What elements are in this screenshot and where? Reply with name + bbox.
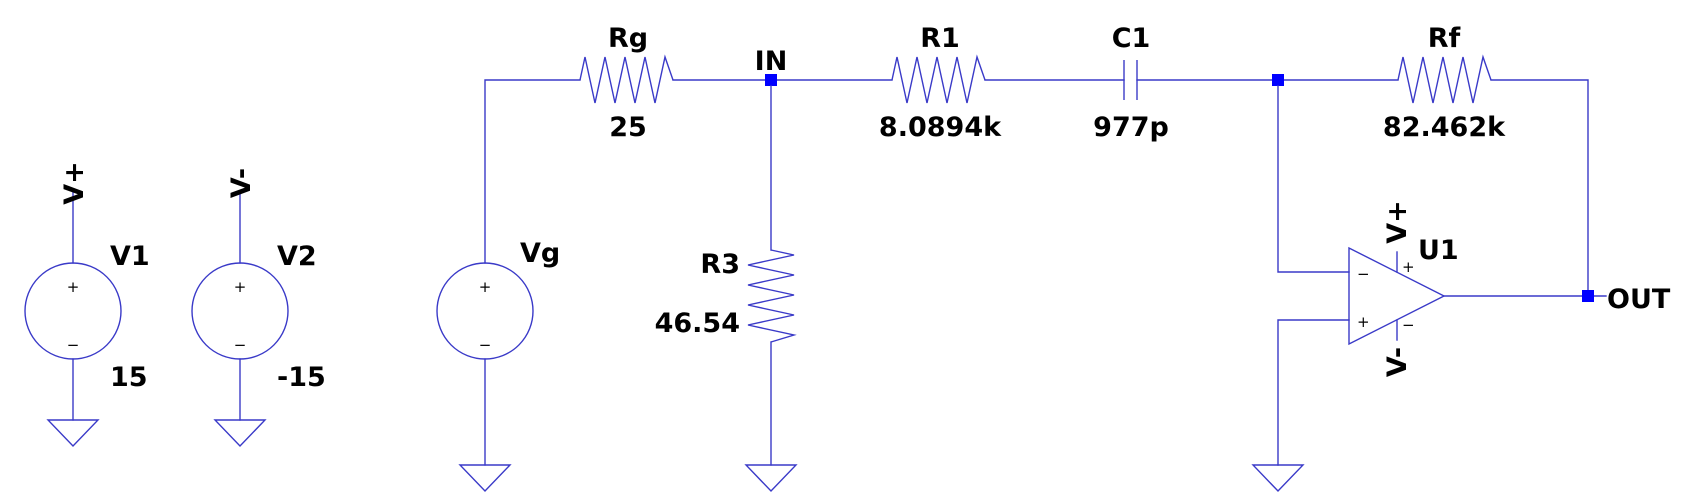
source-vg-name: Vg [520,238,560,269]
resistor-r3-name: R3 [700,249,740,280]
resistor-r1-value: 8.0894k [879,112,1002,143]
source-v2-name: V2 [277,241,317,272]
resistor-r3[interactable] [747,85,797,466]
opamp-u1[interactable]: − + + − [1348,246,1446,346]
source-vg-minus: − [479,336,492,354]
resistor-r1-name: R1 [920,23,960,54]
junction-out[interactable] [1582,290,1594,302]
resistor-rf-name: Rf [1428,23,1461,54]
source-v1[interactable]: + − [24,191,122,421]
net-label-vplus-v1: V+ [59,161,90,205]
resistor-rf[interactable] [1397,54,1492,104]
resistor-rg[interactable] [579,54,674,104]
capacitor-c1-name: C1 [1112,23,1151,54]
ground-symbol-v2 [213,419,267,448]
resistor-r3-value: 46.54 [655,308,740,339]
source-v1-name: V1 [110,241,150,272]
ground-symbol-v1 [46,419,100,448]
net-label-vplus-u1: V+ [1382,200,1413,244]
junction-in[interactable] [765,74,777,86]
junction-inverting[interactable] [1272,74,1284,86]
opamp-u1-supply-pos-pin: + [1402,258,1415,276]
opamp-u1-name: U1 [1418,235,1459,266]
source-v2[interactable]: + − [191,191,289,421]
resistor-r1[interactable] [891,54,986,104]
capacitor-c1[interactable] [1123,60,1138,100]
ground-symbol-vg [458,464,512,493]
net-label-vminus-v2: V- [226,168,257,198]
resistor-rf-value: 82.462k [1383,112,1506,143]
wire-inverting-input [1277,85,1350,273]
source-vg[interactable]: + − [436,79,581,466]
net-label-out: OUT [1607,284,1671,315]
source-v2-minus: − [234,336,247,354]
ground-symbol-r3 [744,464,798,493]
source-v1-minus: − [67,336,80,354]
source-v2-plus: + [234,278,247,296]
source-vg-plus: + [479,278,492,296]
wire-feedback [1490,79,1589,297]
resistor-rg-name: Rg [608,23,648,54]
opamp-u1-noninverting-pin: + [1357,313,1370,331]
opamp-u1-supply-neg-pin: − [1402,316,1415,334]
wire-noninverting-input [1277,319,1350,466]
opamp-u1-inverting-pin: − [1357,265,1370,283]
resistor-rg-value: 25 [609,112,647,143]
net-label-vminus-u1: V- [1382,347,1413,377]
capacitor-c1-value: 977p [1093,112,1169,143]
source-v1-value: 15 [110,362,148,393]
net-label-in: IN [755,46,788,77]
source-v2-value: -15 [277,362,326,393]
source-v1-plus: + [67,278,80,296]
ground-symbol-u1 [1251,464,1305,493]
